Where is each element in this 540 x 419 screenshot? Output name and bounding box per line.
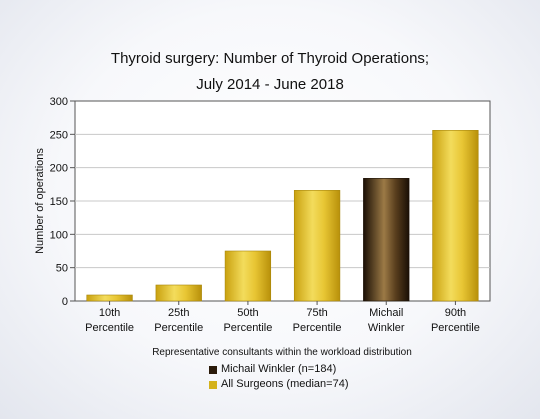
legend-swatch-highlight [209, 365, 217, 374]
bar [293, 190, 341, 302]
bar-highlight [363, 178, 410, 302]
x-tick-label: 50th [237, 307, 258, 319]
x-tick-label: Percentile [154, 322, 203, 334]
x-tick-label: 10th [99, 307, 120, 319]
y-tick-label: 100 [50, 229, 68, 241]
y-tick-label: 50 [56, 263, 68, 275]
x-tick-label: 75th [306, 307, 327, 319]
x-tick-label: Percentile [293, 322, 342, 334]
y-tick-label: 150 [50, 196, 68, 208]
y-axis-label: Number of operations [34, 148, 46, 254]
x-tick-label: Michail [369, 307, 403, 319]
legend-item-highlight: Michail Winkler (n=184) [209, 362, 349, 377]
bar [86, 294, 133, 302]
y-tick-label: 0 [62, 296, 68, 308]
x-axis-label: Representative consultants within the wo… [152, 347, 412, 358]
y-tick-label: 200 [50, 163, 68, 175]
bar [432, 130, 479, 302]
y-tick-label: 300 [50, 96, 68, 108]
bar [224, 250, 272, 302]
chart-title: Thyroid surgery: Number of Thyroid Opera… [110, 50, 430, 67]
x-tick-label: Percentile [431, 322, 480, 334]
bar [155, 284, 202, 302]
legend-swatch-all [209, 380, 217, 389]
chart-subtitle: July 2014 - June 2018 [196, 76, 344, 93]
x-tick-label: Winkler [368, 322, 405, 334]
x-tick-label: Percentile [85, 322, 134, 334]
x-tick-label: 90th [445, 307, 466, 319]
x-tick-label: 25th [168, 307, 189, 319]
legend-label-highlight: Michail Winkler (n=184) [221, 363, 337, 375]
legend-label-all: All Surgeons (median=74) [221, 378, 349, 390]
legend: Michail Winkler (n=184) All Surgeons (me… [209, 362, 349, 392]
x-tick-label: Percentile [223, 322, 272, 334]
legend-item-all: All Surgeons (median=74) [209, 377, 349, 392]
y-tick-label: 250 [50, 129, 68, 141]
